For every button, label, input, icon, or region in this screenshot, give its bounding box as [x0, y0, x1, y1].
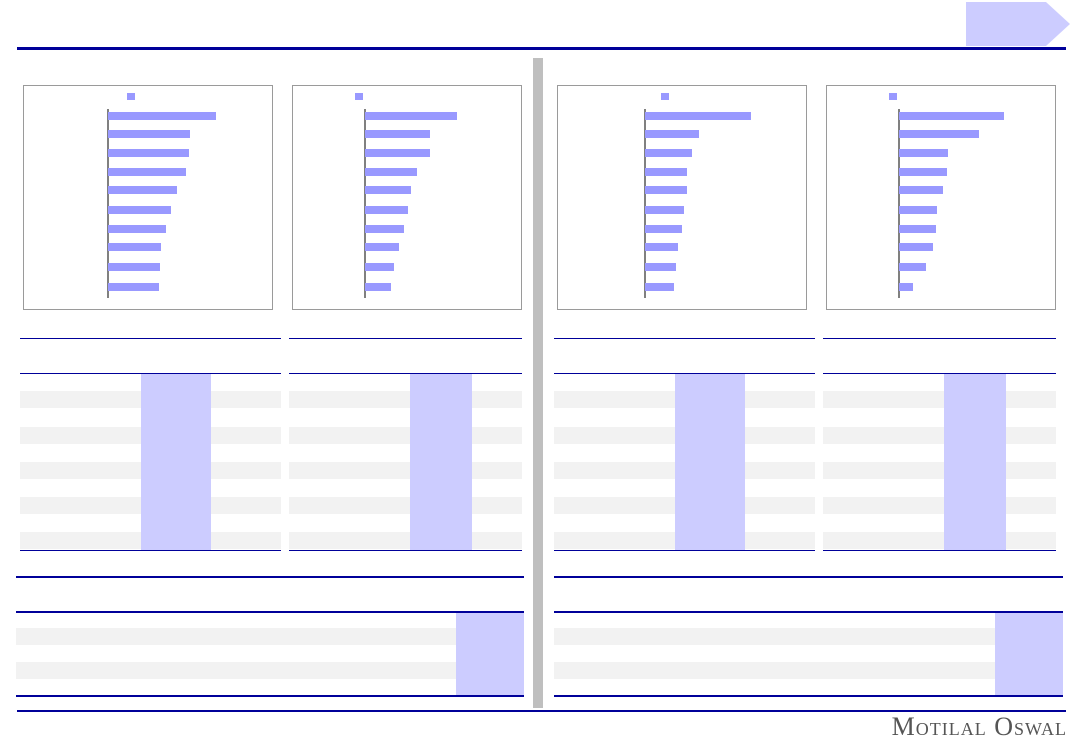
bar — [108, 263, 160, 271]
table-rule — [16, 576, 524, 578]
table-row — [823, 391, 1056, 408]
bar — [365, 149, 430, 157]
table-row — [16, 628, 524, 645]
bar — [108, 112, 216, 120]
bar — [365, 112, 457, 120]
bar — [899, 130, 979, 138]
bar — [108, 243, 161, 251]
table-rule — [554, 611, 1063, 613]
table-rule — [289, 550, 522, 551]
bar — [108, 149, 189, 157]
highlight-column — [456, 611, 524, 695]
bar — [899, 112, 1004, 120]
bar — [365, 168, 417, 176]
bar — [108, 206, 171, 214]
legend-swatch — [127, 93, 135, 100]
chart-axis — [364, 109, 366, 298]
table-rule — [20, 338, 281, 339]
bar — [645, 149, 692, 157]
bar — [108, 283, 159, 291]
bar — [899, 283, 913, 291]
legend-swatch — [889, 93, 897, 100]
table-row — [554, 628, 1063, 645]
bar — [108, 225, 166, 233]
highlight-column — [675, 374, 745, 550]
table-row — [16, 662, 524, 679]
table-rule — [823, 373, 1056, 374]
table-row — [289, 497, 522, 514]
table-row — [554, 662, 1063, 679]
bar — [365, 263, 394, 271]
bar — [365, 186, 411, 194]
table-rule — [16, 611, 524, 613]
table-rule — [554, 576, 1063, 578]
table-rule — [289, 338, 522, 339]
table-rule — [823, 338, 1056, 339]
bar — [645, 186, 687, 194]
table-row — [289, 532, 522, 549]
highlight-column — [944, 374, 1006, 550]
highlight-column — [995, 611, 1063, 695]
bar — [899, 243, 933, 251]
bar — [899, 225, 936, 233]
bar — [899, 263, 926, 271]
bar-chart-2 — [292, 85, 522, 310]
legend-swatch — [661, 93, 669, 100]
table-rule — [16, 695, 524, 697]
header-tab-arrow — [966, 2, 1070, 46]
table-rule — [20, 373, 281, 374]
table-row — [823, 462, 1056, 479]
bar-chart-4 — [826, 85, 1056, 310]
table-row — [289, 462, 522, 479]
bar — [645, 283, 674, 291]
table-rule — [20, 550, 281, 551]
table-rule — [554, 550, 815, 551]
bar — [108, 130, 190, 138]
bar-chart-3 — [557, 85, 807, 310]
table-row — [823, 427, 1056, 444]
bar — [645, 130, 699, 138]
table-rule — [289, 373, 522, 374]
bar-chart-1 — [23, 85, 273, 310]
legend-swatch — [355, 93, 363, 100]
footer-rule — [17, 710, 1066, 712]
bar — [365, 283, 391, 291]
chart-axis — [644, 109, 646, 298]
column-divider — [533, 58, 543, 708]
bar — [899, 186, 943, 194]
table-row — [823, 497, 1056, 514]
table-row — [289, 427, 522, 444]
chart-axis — [107, 109, 109, 298]
header-rule — [17, 47, 1066, 50]
table-rule — [554, 338, 815, 339]
table-row — [289, 391, 522, 408]
bar — [365, 225, 404, 233]
bar — [645, 112, 751, 120]
bar — [108, 186, 177, 194]
bar — [899, 206, 937, 214]
table-row — [823, 532, 1056, 549]
table-rule — [554, 695, 1063, 697]
bar — [645, 225, 682, 233]
highlight-column — [410, 374, 472, 550]
bar — [899, 149, 948, 157]
motilal-oswal-logo: Motilal Oswal — [891, 712, 1067, 741]
highlight-column — [141, 374, 211, 550]
chart-axis — [898, 109, 900, 298]
bar — [365, 243, 399, 251]
bar — [645, 168, 687, 176]
bar — [645, 243, 678, 251]
bar — [645, 206, 684, 214]
bar — [645, 263, 676, 271]
bar — [108, 168, 186, 176]
table-rule — [823, 550, 1056, 551]
bar — [365, 206, 408, 214]
bar — [365, 130, 430, 138]
bar — [899, 168, 947, 176]
table-rule — [554, 373, 815, 374]
